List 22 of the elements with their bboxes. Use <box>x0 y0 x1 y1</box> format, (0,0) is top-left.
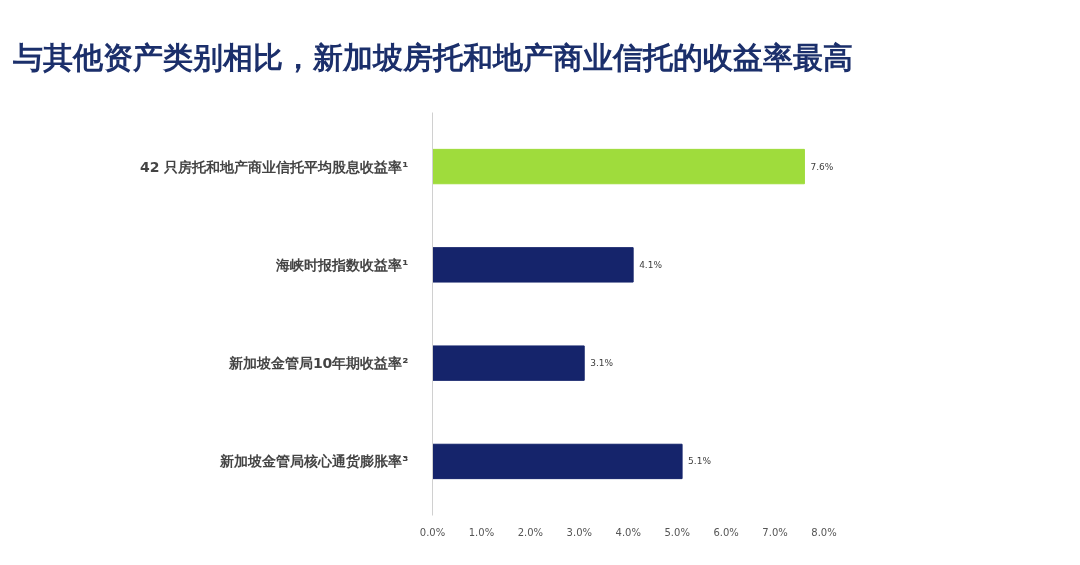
bar <box>432 148 805 185</box>
chart-title: 与其他资产类别相比，新加坡房托和地产商业信托的收益率最高 <box>11 40 853 75</box>
x-tick-label: 1.0% <box>468 526 495 538</box>
data-label: 4.1% <box>639 259 663 270</box>
x-tick-label: 5.0% <box>664 526 690 538</box>
data-label: 7.6% <box>810 161 834 172</box>
y-tick-label: 新加坡金管局10年期收益率² <box>227 355 409 372</box>
x-tick-label: 6.0% <box>713 526 739 538</box>
bar <box>432 443 683 480</box>
data-label: 5.1% <box>688 456 712 467</box>
data-label: 3.1% <box>590 358 614 369</box>
x-tick-label: 8.0% <box>811 526 837 538</box>
x-tick-label: 2.0% <box>517 526 544 538</box>
x-tick-label: 7.0% <box>762 526 788 538</box>
y-tick-label: 新加坡金管局核心通货膨胀率³ <box>219 453 409 470</box>
x-tick-label: 4.0% <box>615 526 641 538</box>
y-tick-label: 海峡时报指数收益率¹ <box>275 256 409 273</box>
bar <box>432 345 585 381</box>
x-tick-label: 3.0% <box>566 526 593 538</box>
x-tick-label: 0.0% <box>419 526 446 538</box>
bar <box>432 247 634 283</box>
y-tick-label: 42 只房托和地产商业信托平均股息收益率¹ <box>140 158 409 175</box>
